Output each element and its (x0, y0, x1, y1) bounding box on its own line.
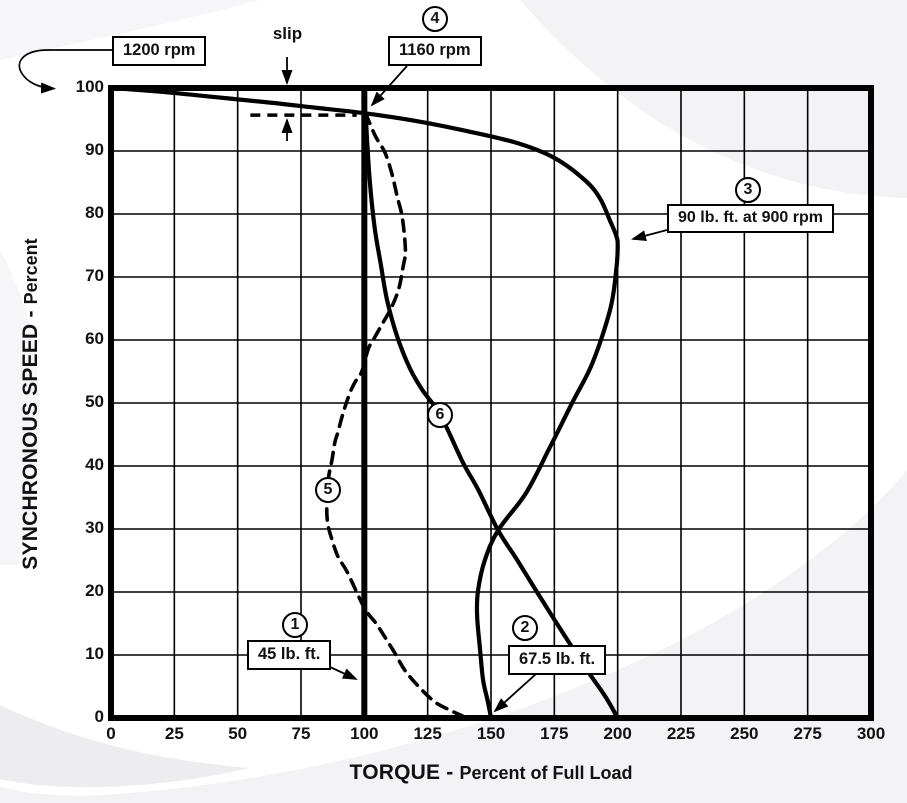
motor-speed-torque-curve (108, 85, 620, 721)
annotation-box-locked-rotor-torque: 67.5 lb. ft. (508, 645, 607, 675)
arrow-67lb-to-curve (493, 673, 537, 713)
x-axis-title-secondary: Percent of Full Load (459, 763, 633, 783)
x-tick-label-300: 300 (856, 724, 886, 743)
annotation-box-full-load-torque: 45 lb. ft. (247, 640, 332, 670)
y-tick-label-10: 10 (85, 644, 104, 663)
y-axis-title-primary: SYNCHRONOUS SPEED - (19, 310, 42, 570)
y-tick-label-60: 60 (85, 329, 104, 348)
y-tick-label-30: 30 (85, 518, 104, 537)
circled-marker-4: 4 (422, 6, 448, 32)
x-tick-label-25: 25 (164, 724, 184, 743)
x-tick-label-75: 75 (291, 724, 311, 743)
annotation-box-1160rpm: 1160 rpm (388, 36, 482, 66)
x-tick-label-150: 150 (476, 724, 506, 743)
y-tick-label-0: 0 (94, 707, 104, 726)
curve-6 (363, 111, 620, 721)
arrow-90lb-to-curve (631, 229, 668, 241)
y-tick-label-20: 20 (85, 581, 104, 600)
y-tick-label-40: 40 (85, 455, 104, 474)
x-tick-label-100: 100 (350, 724, 379, 743)
x-tick-label-50: 50 (228, 724, 248, 743)
x-tick-label-225: 225 (666, 724, 696, 743)
arrow-1200rpm-to-100 (18, 49, 113, 94)
x-tick-label-200: 200 (603, 724, 632, 743)
circled-marker-3: 3 (735, 177, 761, 203)
x-tick-label-125: 125 (413, 724, 442, 743)
arrow-1160-to-curve (370, 65, 408, 107)
x-axis-title: TORQUE - Percent of Full Load (111, 761, 871, 785)
x-axis-title-primary: TORQUE - (349, 761, 454, 784)
y-tick-label-70: 70 (85, 266, 104, 285)
circled-marker-1: 1 (282, 612, 308, 638)
annotation-box-breakdown-torque: 90 lb. ft. at 900 rpm (667, 204, 834, 233)
x-tick-label-175: 175 (540, 724, 569, 743)
y-axis-title-secondary: Percent (21, 238, 41, 305)
y-axis-title: SYNCHRONOUS SPEED - Percent (19, 204, 43, 604)
annotation-box-1200rpm: 1200 rpm (112, 36, 207, 66)
x-tick-label-250: 250 (730, 724, 759, 743)
curve-5-dashed (324, 111, 469, 720)
arrow-45lb-to-line (329, 666, 358, 680)
circled-marker-6: 6 (427, 402, 453, 428)
y-tick-label-50: 50 (85, 392, 104, 411)
x-tick-label-275: 275 (793, 724, 822, 743)
slip-label: slip (272, 24, 303, 43)
y-tick-label-80: 80 (85, 203, 104, 222)
circled-marker-2: 2 (512, 615, 538, 641)
x-tick-label-0: 0 (106, 724, 116, 743)
y-tick-label-100: 100 (75, 77, 104, 96)
circled-marker-5: 5 (315, 477, 341, 503)
y-tick-label-90: 90 (85, 140, 104, 159)
